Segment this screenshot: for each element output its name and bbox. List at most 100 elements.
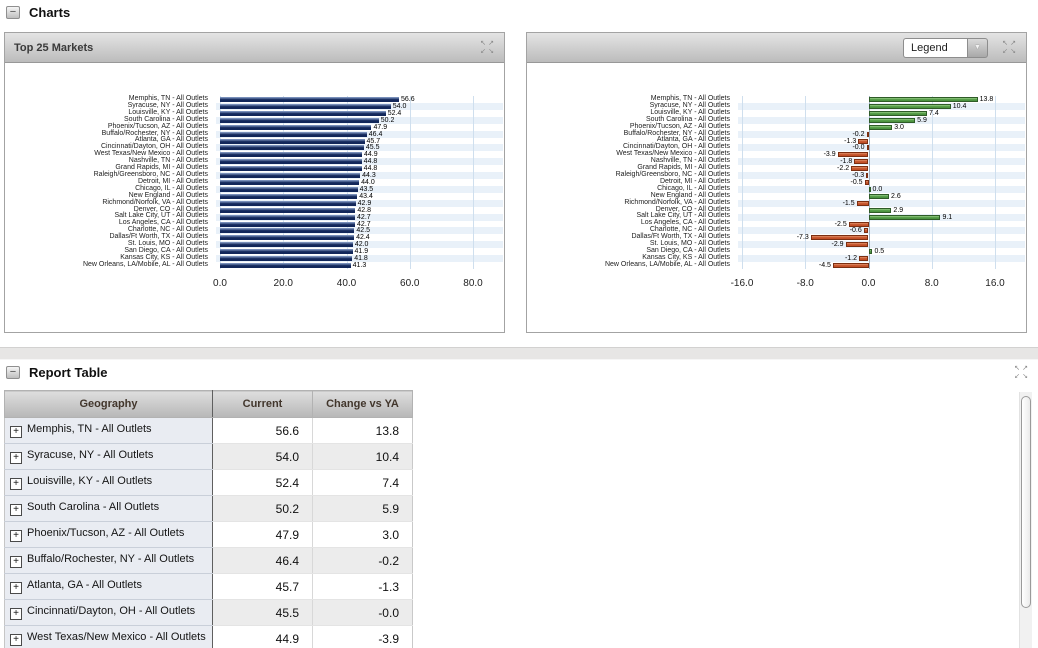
change-bar-chart: Memphis, TN - All Outlets Syracuse, NY - … (527, 63, 1026, 332)
chart-bar[interactable] (868, 110, 927, 116)
expand-row-icon[interactable]: + (10, 452, 22, 464)
column-header-geography[interactable]: Geography (4, 390, 213, 418)
chart-bar[interactable] (868, 124, 893, 130)
chart-bar[interactable] (220, 138, 365, 144)
chart-bar[interactable] (220, 159, 362, 165)
current-value-cell: 56.6 (212, 417, 313, 444)
category-label: St. Louis, MO - All Outlets (649, 240, 730, 248)
bar-value-label: 42.8 (357, 206, 371, 214)
geography-cell: + Syracuse, NY - All Outlets (4, 443, 213, 470)
bar-value-label: 42.0 (354, 241, 369, 249)
chevron-down-icon[interactable]: ▼ (967, 38, 988, 58)
expand-arrow-glyph: ↖ (480, 40, 486, 47)
chart-bar[interactable] (859, 256, 869, 262)
chart-bar[interactable] (837, 152, 869, 158)
bar-value-label: 44.3 (362, 172, 376, 180)
chart-bar[interactable] (220, 180, 360, 186)
chart-bar[interactable] (220, 173, 361, 179)
chart-bar[interactable] (220, 152, 362, 158)
chart-bar[interactable] (868, 117, 916, 123)
chart-bar[interactable] (864, 180, 869, 186)
chart-bar[interactable] (851, 166, 869, 172)
chart-bar[interactable] (848, 221, 869, 227)
chart-bar[interactable] (863, 228, 869, 234)
column-header-change-vs-ya[interactable]: Change vs YA (312, 390, 413, 418)
chart-bar[interactable] (868, 214, 941, 220)
expand-row-icon[interactable]: + (10, 530, 22, 542)
chart-bar[interactable] (220, 124, 372, 130)
bar-value-label: -0.5 (850, 179, 863, 187)
expand-row-icon[interactable]: + (10, 608, 22, 620)
plot-band (738, 151, 1025, 159)
expand-row-icon[interactable]: + (10, 478, 22, 490)
chart-bar[interactable] (858, 138, 869, 144)
chart-bar[interactable] (220, 207, 356, 213)
chart-bar[interactable] (832, 263, 869, 269)
collapse-charts-icon[interactable]: − (6, 6, 20, 19)
legend-dropdown-value[interactable]: Legend (903, 38, 967, 58)
bar-value-label: -1.2 (844, 255, 857, 263)
chart-bar[interactable] (220, 256, 353, 262)
geography-label: Memphis, TN - All Outlets (27, 423, 152, 435)
chart-bar[interactable] (220, 131, 367, 137)
category-label: Buffalo/Rochester, NY - All Outlets (623, 129, 730, 137)
chart-bar[interactable] (868, 249, 873, 255)
expand-row-icon[interactable]: + (10, 426, 22, 438)
expand-report-icon[interactable]: ↖ ↗ ↙ ↘ (1013, 365, 1030, 381)
gridline (868, 96, 870, 269)
collapse-report-icon[interactable]: − (6, 366, 20, 379)
category-label: Raleigh/Greensboro, NC - All Outlets (93, 170, 208, 178)
bar-value-label: -0.0 (852, 144, 865, 152)
chart-bar[interactable] (220, 228, 355, 234)
expand-arrow-glyph: ↗ (1022, 365, 1028, 372)
chart-bar[interactable] (220, 200, 356, 206)
chart-bar[interactable] (220, 117, 379, 123)
expand-panel-icon[interactable]: ↖ ↗ ↙ ↘ (479, 40, 496, 56)
chart-bar[interactable] (856, 200, 869, 206)
chart-bar[interactable] (868, 97, 978, 102)
bar-value-label: 44.0 (361, 179, 375, 187)
chart-bar[interactable] (220, 166, 362, 172)
chart-bar[interactable] (866, 173, 869, 179)
chart-bar[interactable] (845, 242, 869, 248)
chart-bar[interactable] (220, 145, 364, 151)
chart-bar[interactable] (220, 263, 351, 269)
bar-value-label: 45.7 (366, 137, 381, 145)
table-scrollbar[interactable] (1019, 392, 1032, 648)
chart-bar[interactable] (220, 110, 386, 116)
chart-bar[interactable] (866, 131, 869, 137)
chart-bar[interactable] (868, 207, 892, 213)
geography-label: Phoenix/Tucson, AZ - All Outlets (27, 527, 185, 539)
chart-bar[interactable] (220, 242, 353, 248)
category-label: Richmond/Norfolk, VA - All Outlets (102, 198, 208, 206)
chart-bar[interactable] (220, 186, 358, 192)
geography-label: Atlanta, GA - All Outlets (27, 579, 142, 591)
chart-bar[interactable] (220, 103, 391, 109)
expand-panel-icon[interactable]: ↖ ↗ ↙ ↘ (1001, 40, 1018, 56)
expand-row-icon[interactable]: + (10, 556, 22, 568)
expand-row-icon[interactable]: + (10, 504, 22, 516)
plot-band (738, 227, 1025, 235)
expand-row-icon[interactable]: + (10, 582, 22, 594)
plot-band (216, 213, 503, 221)
chart-bar[interactable] (868, 103, 951, 109)
chart-bar[interactable] (854, 159, 869, 165)
chart-bar[interactable] (868, 186, 871, 192)
chart-bar[interactable] (866, 145, 869, 151)
chart-bar[interactable] (220, 235, 355, 241)
expand-row-icon[interactable]: + (10, 634, 22, 646)
chart-bar[interactable] (220, 249, 353, 255)
plot-band (216, 199, 503, 207)
chart-bar[interactable] (868, 193, 890, 199)
legend-dropdown[interactable]: Legend ▼ (903, 38, 988, 58)
chart-bar[interactable] (220, 221, 356, 227)
chart-bar[interactable] (810, 235, 869, 241)
category-label: Raleigh/Greensboro, NC - All Outlets (615, 170, 730, 178)
column-header-current[interactable]: Current (212, 390, 313, 418)
geography-label: Syracuse, NY - All Outlets (27, 449, 154, 461)
bar-value-label: 46.4 (368, 130, 383, 138)
chart-bar[interactable] (220, 97, 399, 102)
table-scrollbar-thumb[interactable] (1021, 396, 1031, 608)
chart-bar[interactable] (220, 193, 358, 199)
chart-bar[interactable] (220, 214, 356, 220)
